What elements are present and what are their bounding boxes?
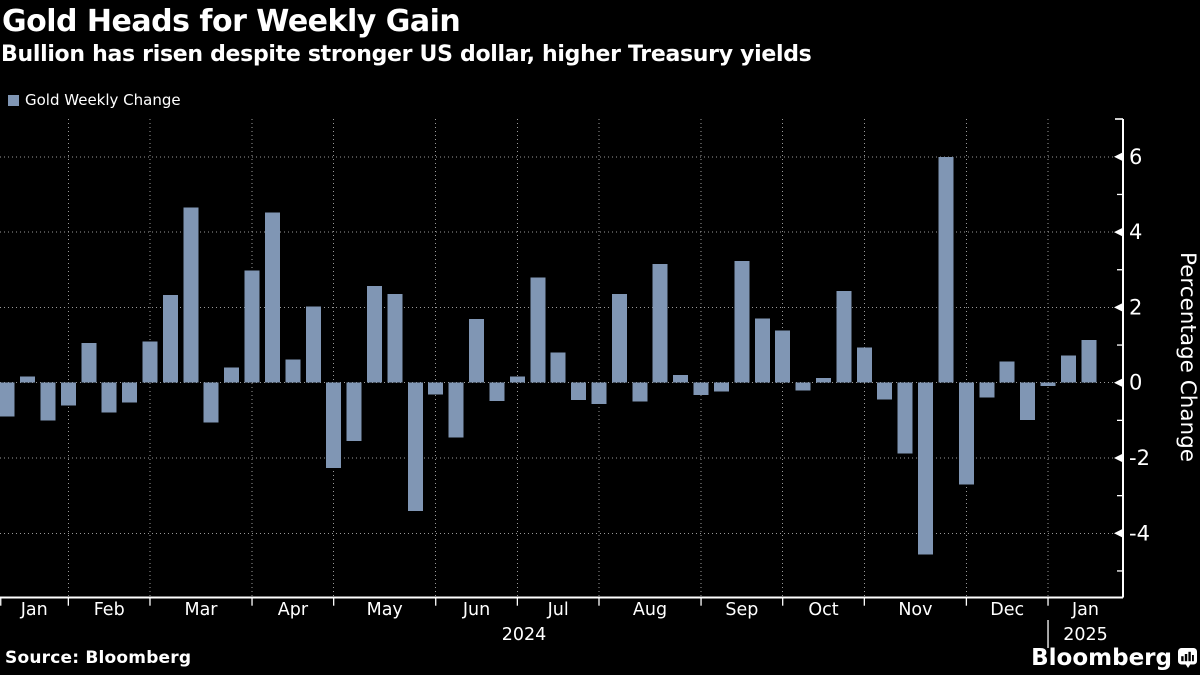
month-label: Feb [94, 600, 125, 620]
bar [122, 382, 138, 403]
bar [40, 382, 56, 421]
bar [142, 341, 158, 383]
bar [611, 293, 627, 383]
bar [183, 207, 199, 383]
month-label: Jan [20, 600, 48, 620]
bar [469, 319, 485, 383]
bar [1040, 382, 1056, 387]
bar [877, 382, 893, 400]
bar [509, 376, 525, 383]
bar [0, 382, 15, 417]
bar [305, 306, 321, 383]
bar [693, 382, 709, 396]
bar [285, 359, 301, 383]
legend-swatch-icon [8, 94, 19, 106]
y-tick-label: -2 [1129, 446, 1150, 470]
bar [60, 382, 76, 406]
bar [652, 264, 668, 383]
month-label: Jul [547, 600, 569, 620]
bar [836, 291, 852, 383]
y-major-tick [1114, 302, 1123, 312]
month-label: Dec [990, 600, 1024, 620]
bar [224, 367, 240, 383]
bar [81, 342, 97, 383]
bar [713, 382, 729, 392]
bar [958, 382, 974, 485]
bar [407, 382, 423, 512]
bar [244, 270, 260, 383]
bar [591, 382, 607, 405]
month-label: Mar [184, 600, 218, 620]
bar [754, 318, 770, 383]
source-note: Source: Bloomberg [5, 648, 192, 668]
bar [326, 382, 342, 469]
bar [571, 382, 587, 401]
month-label: Sep [725, 600, 758, 620]
bloomberg-logo-text: Bloomberg [1031, 645, 1172, 671]
bar [918, 382, 934, 555]
bar [489, 382, 505, 402]
bar [734, 261, 750, 383]
y-major-tick [1114, 152, 1123, 162]
bar [1081, 340, 1097, 383]
bar [387, 294, 403, 383]
bar [550, 352, 566, 383]
bar [856, 347, 872, 383]
y-major-tick [1114, 378, 1123, 388]
year-label: 2024 [502, 625, 547, 645]
chart-title: Gold Heads for Weekly Gain [2, 4, 461, 39]
month-label: Oct [808, 600, 838, 620]
chart-subtitle: Bullion has risen despite stronger US do… [1, 42, 812, 67]
bar [101, 382, 117, 413]
bar [162, 294, 178, 383]
bar [428, 382, 444, 395]
bar [795, 382, 811, 391]
y-tick-label: 2 [1129, 295, 1142, 319]
bar [264, 212, 280, 383]
y-major-tick [1114, 227, 1123, 237]
y-tick-label: 4 [1129, 220, 1142, 244]
y-axis-title: Percentage Change [1175, 252, 1200, 462]
bar [632, 382, 648, 402]
y-major-tick [1114, 453, 1123, 463]
bar [897, 382, 913, 454]
bar [1060, 355, 1076, 383]
bloomberg-logo: Bloomberg [1031, 645, 1197, 671]
month-label: Nov [898, 600, 932, 620]
year-label: 2025 [1063, 625, 1108, 645]
bar [20, 376, 36, 383]
y-major-tick [1114, 528, 1123, 538]
bloomberg-terminal-icon [1178, 647, 1197, 668]
bar [366, 285, 382, 383]
y-tick-label: 6 [1129, 145, 1142, 169]
bar [203, 382, 219, 423]
bar [816, 378, 832, 383]
bar [673, 375, 689, 383]
month-label: Apr [278, 600, 309, 620]
bar [1020, 382, 1036, 420]
month-label: Jun [462, 600, 490, 620]
bar [530, 277, 546, 383]
bar [448, 382, 464, 438]
bar [775, 330, 791, 383]
bar [999, 361, 1015, 383]
legend-label: Gold Weekly Change [25, 91, 181, 109]
y-tick-label: -4 [1129, 521, 1150, 545]
y-tick-label: 0 [1129, 371, 1142, 395]
bar [346, 382, 362, 442]
month-label: May [367, 600, 403, 620]
bar [979, 382, 995, 398]
bar [938, 156, 954, 383]
month-label: Jan [1071, 600, 1099, 620]
month-label: Aug [633, 600, 667, 620]
legend: Gold Weekly Change [8, 91, 181, 109]
